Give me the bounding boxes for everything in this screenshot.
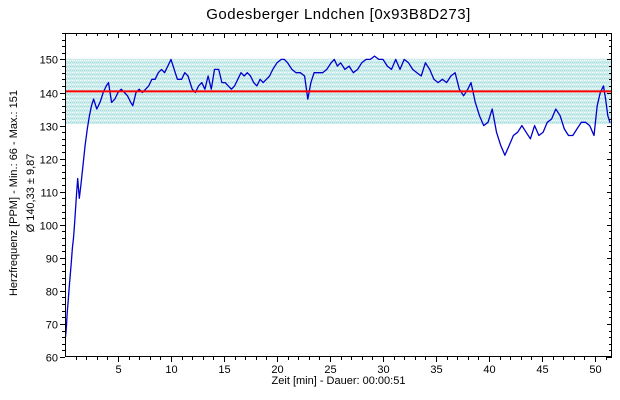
x-axis-label: Zeit [min] - Dauer: 00:00:51 xyxy=(271,375,406,387)
x-tick-label: 35 xyxy=(430,364,442,376)
x-tick-label: 5 xyxy=(115,364,121,376)
x-tick-label: 45 xyxy=(536,364,548,376)
x-tick-label: 10 xyxy=(165,364,177,376)
y-tick-label: 70 xyxy=(46,320,58,332)
y-tick-label: 80 xyxy=(46,287,58,299)
y-axis-label-stats: Herzfrequenz [PPM] - Min.: 66 - Max.: 15… xyxy=(8,89,20,297)
y-tick-label: 100 xyxy=(40,221,58,233)
y-tick-label: 90 xyxy=(46,254,58,266)
x-tick-label: 25 xyxy=(324,364,336,376)
y-tick-label: 120 xyxy=(40,155,58,167)
chart-title: Godesberger Lndchen [0x93B8D273] xyxy=(206,6,471,23)
x-tick-label: 30 xyxy=(377,364,389,376)
x-tick-label: 40 xyxy=(483,364,495,376)
y-tick-label: 110 xyxy=(40,188,58,200)
x-tick-label: 15 xyxy=(218,364,230,376)
y-tick-label: 60 xyxy=(46,353,58,365)
heart-rate-line xyxy=(64,55,611,338)
y-tick-label: 140 xyxy=(40,89,58,101)
plot-frame xyxy=(65,33,612,357)
x-tick-label: 50 xyxy=(589,364,601,376)
x-tick-label: 20 xyxy=(271,364,283,376)
y-tick-label: 130 xyxy=(40,122,58,134)
y-axis-label-mean: Ø 140,33 ± 9,87 xyxy=(25,153,37,233)
y-tick-label: 150 xyxy=(40,55,58,67)
